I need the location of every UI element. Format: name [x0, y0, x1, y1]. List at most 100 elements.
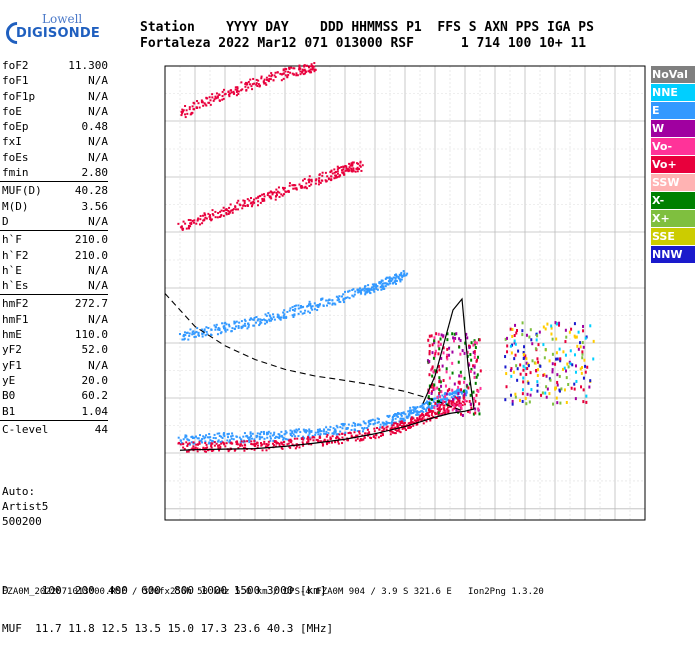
echo-point: [580, 366, 583, 370]
echo-point: [505, 385, 508, 389]
data-point: [328, 428, 331, 431]
data-point: [297, 312, 300, 315]
data-point: [250, 205, 253, 208]
data-point: [215, 323, 218, 326]
data-point: [307, 310, 310, 313]
data-point: [388, 282, 391, 285]
echo-point: [584, 370, 587, 374]
data-point: [460, 392, 463, 395]
data-point: [465, 392, 468, 395]
data-point: [418, 418, 421, 421]
data-point: [350, 170, 353, 173]
param-row: B0 60.2: [0, 388, 140, 403]
data-point: [243, 318, 246, 321]
profile-peak-curve: [422, 297, 475, 410]
data-point: [205, 330, 208, 333]
data-point: [193, 336, 196, 339]
data-point: [311, 305, 314, 308]
data-point: [298, 64, 301, 67]
data-point: [316, 309, 319, 312]
data-point: [343, 432, 346, 435]
data-point: [211, 96, 214, 99]
data-point: [260, 321, 263, 324]
data-point: [201, 332, 204, 335]
data-point: [350, 167, 353, 170]
echo-point: [440, 356, 443, 360]
echo-point: [437, 352, 440, 356]
data-point: [342, 166, 345, 169]
param-value: 210.0: [74, 233, 108, 247]
data-point: [345, 169, 348, 172]
data-point: [244, 320, 247, 323]
data-point: [333, 177, 336, 180]
data-point: [394, 279, 397, 282]
data-point: [179, 439, 182, 442]
data-point: [335, 295, 338, 298]
echo-point: [516, 378, 519, 382]
data-point: [361, 430, 364, 433]
data-point: [201, 222, 204, 225]
echo-point: [559, 401, 562, 405]
data-point: [289, 446, 292, 449]
data-point: [203, 212, 206, 215]
data-point: [422, 415, 425, 418]
data-point: [227, 432, 230, 435]
echo-point: [445, 370, 448, 374]
data-point: [300, 186, 303, 189]
echo-point: [543, 373, 546, 377]
echo-point: [446, 389, 449, 393]
data-point: [243, 322, 246, 325]
data-point: [387, 280, 390, 283]
param-row: foF1p N/A: [0, 89, 140, 104]
data-point: [364, 293, 367, 296]
data-point: [401, 427, 404, 430]
data-point: [333, 428, 336, 431]
data-point: [264, 82, 267, 85]
data-point: [197, 331, 200, 334]
data-point: [440, 400, 443, 403]
data-point: [457, 389, 460, 392]
logo-lowell: Lowell: [42, 12, 83, 26]
echo-point: [478, 402, 481, 406]
data-point: [186, 331, 189, 334]
data-point: [282, 69, 285, 72]
data-point: [354, 429, 357, 432]
echo-point: [583, 358, 586, 362]
echo-point: [504, 365, 507, 369]
data-point: [307, 303, 310, 306]
data-point: [382, 421, 385, 424]
data-point: [289, 429, 292, 432]
data-point: [206, 333, 209, 336]
data-point: [280, 447, 283, 450]
data-point: [402, 422, 405, 425]
data-point: [292, 67, 295, 70]
data-point: [338, 295, 341, 298]
data-point: [240, 440, 243, 443]
data-point: [375, 285, 378, 288]
data-point: [228, 325, 231, 328]
data-point: [325, 435, 328, 438]
echo-point: [534, 347, 537, 351]
echo-point: [451, 408, 454, 412]
data-point: [194, 435, 197, 438]
data-point: [429, 409, 432, 412]
param-row: yF1 N/A: [0, 358, 140, 373]
data-point: [195, 443, 198, 446]
data-point: [268, 314, 271, 317]
legend-item: X+: [651, 210, 695, 227]
echo-point: [434, 349, 437, 353]
echo-point: [561, 367, 564, 371]
data-point: [402, 424, 405, 427]
echo-point: [476, 373, 479, 377]
echo-point: [451, 332, 454, 336]
data-point: [368, 419, 371, 422]
data-point: [317, 440, 320, 443]
data-point: [228, 211, 231, 214]
data-point: [294, 184, 297, 187]
data-point: [256, 444, 259, 447]
data-point: [194, 447, 197, 450]
data-point: [235, 90, 238, 93]
data-point: [247, 436, 250, 439]
data-point: [393, 276, 396, 279]
echo-point: [474, 340, 477, 344]
